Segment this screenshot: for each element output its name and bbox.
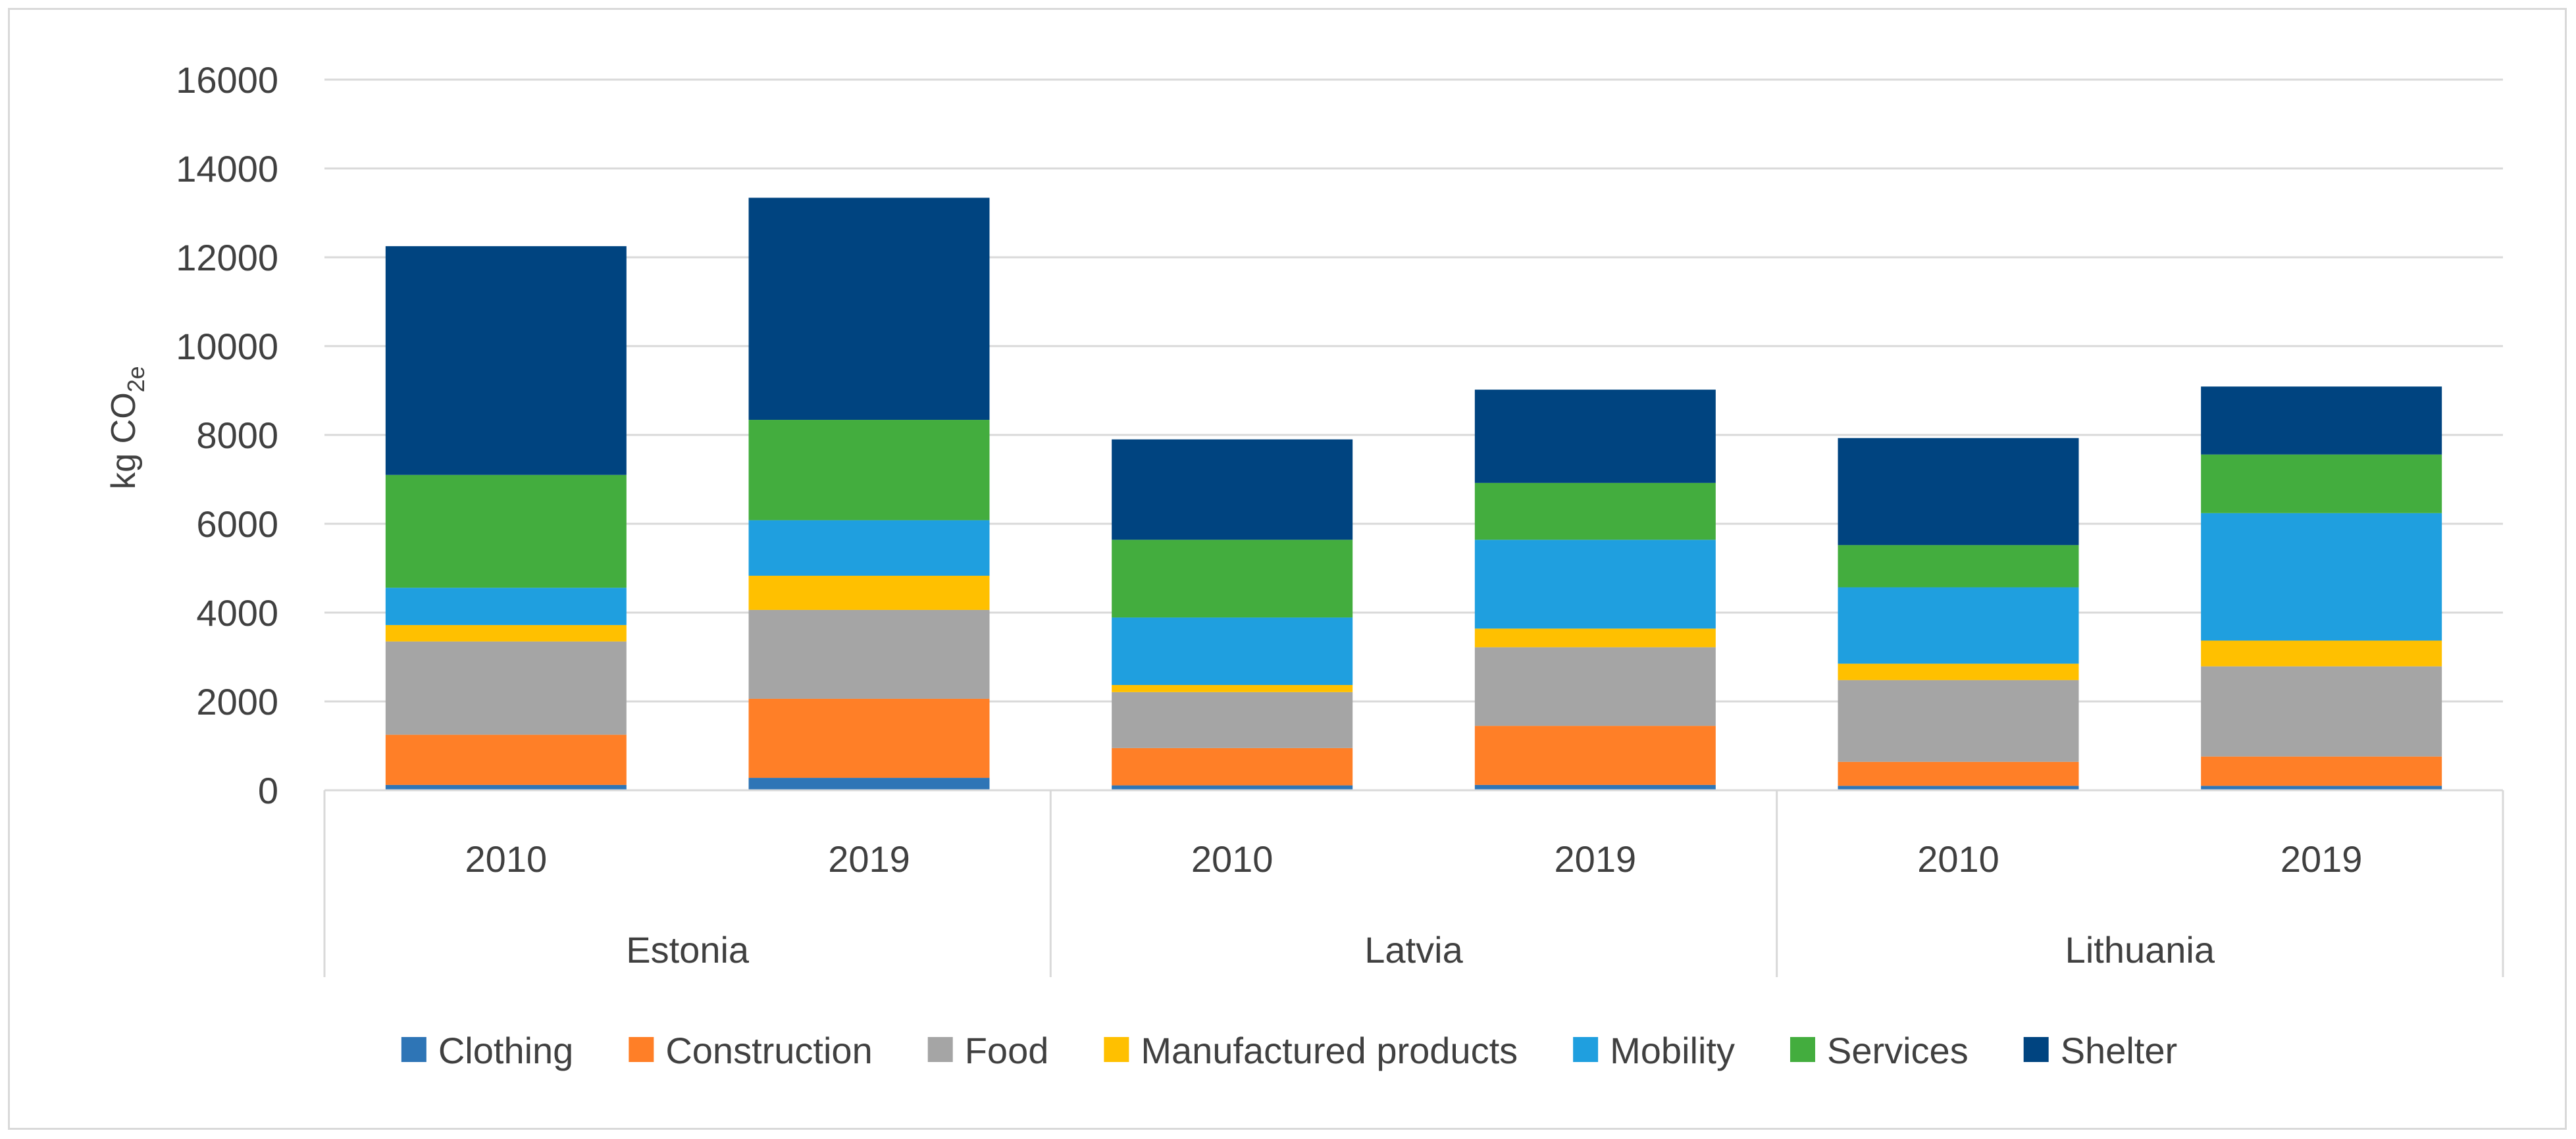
bar-segment-shelter xyxy=(748,197,990,420)
y-tick-label: 10000 xyxy=(176,326,278,367)
bar-segment-mobility xyxy=(1838,587,2079,664)
bar-segment-shelter xyxy=(1838,438,2079,545)
x-group-label: Estonia xyxy=(626,929,750,971)
legend-label: Construction xyxy=(665,1030,872,1071)
legend-label: Manufactured products xyxy=(1141,1030,1518,1071)
y-axis-ticks: 0 2000 4000 6000 8000 10000 12000 14000 16000 xyxy=(176,59,278,811)
bar-segment-mobility xyxy=(748,520,990,576)
legend-label: Shelter xyxy=(2061,1030,2177,1071)
bar-segment-manufactured-products xyxy=(2201,640,2442,667)
y-axis-title-sub: 2e xyxy=(122,366,149,392)
legend-swatch xyxy=(1790,1037,1815,1062)
x-tick-label-year: 2010 xyxy=(1191,838,1274,880)
bar-segment-services xyxy=(1474,482,1716,540)
bar-segment-shelter xyxy=(2201,386,2442,455)
legend-item-clothing: Clothing xyxy=(401,1030,573,1071)
legend-item-construction: Construction xyxy=(629,1030,873,1071)
legend-swatch xyxy=(927,1037,953,1062)
x-axis: 2010 2019 Estonia 2010 2019 Latvia 2010 2019 Lit… xyxy=(323,789,2504,977)
legend-label: Food xyxy=(965,1030,1049,1071)
bar-segment-construction xyxy=(1474,726,1716,785)
bar-segment-mobility xyxy=(1474,540,1716,629)
bar-segment-construction xyxy=(748,698,990,778)
gridlines xyxy=(324,78,2503,703)
legend-label: Clothing xyxy=(438,1030,573,1071)
y-tick-label: 6000 xyxy=(196,503,278,545)
legend-item-mobility: Mobility xyxy=(1573,1030,1735,1071)
bar-segment-clothing xyxy=(385,784,627,790)
y-axis-title-main: kg CO xyxy=(105,392,143,489)
legend-swatch xyxy=(629,1037,654,1062)
legend-swatch xyxy=(1573,1037,1599,1062)
bar-segment-construction xyxy=(1838,761,2079,786)
bar-segment-food xyxy=(1474,647,1716,726)
legend-item-manufactured-products: Manufactured products xyxy=(1104,1030,1518,1071)
bar-segment-construction xyxy=(1112,747,1353,786)
bar-segment-construction xyxy=(385,734,627,785)
bar-segment-clothing xyxy=(748,778,990,790)
bar-segment-food xyxy=(1838,680,2079,762)
x-tick-label-year: 2019 xyxy=(1555,838,1637,880)
bar-segment-clothing xyxy=(1838,786,2079,790)
bar-segment-food xyxy=(385,641,627,735)
legend-item-shelter: Shelter xyxy=(2023,1030,2177,1071)
x-group-label: Latvia xyxy=(1364,929,1463,971)
y-tick-label: 8000 xyxy=(196,415,278,456)
y-tick-label: 4000 xyxy=(196,592,278,634)
y-axis-title: kg CO2e xyxy=(105,366,149,489)
bar-segment-mobility xyxy=(2201,513,2442,641)
legend-swatch xyxy=(2023,1037,2049,1062)
legend-label: Services xyxy=(1827,1030,1969,1071)
legend-label: Mobility xyxy=(1610,1030,1735,1071)
bar-segment-services xyxy=(1838,545,2079,588)
x-tick-label-year: 2010 xyxy=(1917,838,1999,880)
bar-segment-services xyxy=(1112,540,1353,618)
bar-segment-manufactured-products xyxy=(385,624,627,642)
bar-segment-manufactured-products xyxy=(748,575,990,610)
bar-segment-services xyxy=(385,474,627,588)
bar-segment-services xyxy=(2201,454,2442,513)
y-tick-label: 14000 xyxy=(176,148,278,190)
x-tick-label-year: 2019 xyxy=(828,838,910,880)
bar-segment-food xyxy=(748,609,990,699)
legend-swatch xyxy=(401,1037,426,1062)
bar-segment-services xyxy=(748,420,990,520)
y-tick-label: 2000 xyxy=(196,681,278,722)
x-tick-label-year: 2010 xyxy=(465,838,548,880)
bars xyxy=(385,197,2442,790)
bar-segment-food xyxy=(2201,666,2442,757)
x-group-label: Lithuania xyxy=(2065,929,2215,971)
legend-item-services: Services xyxy=(1790,1030,1969,1071)
y-tick-label: 12000 xyxy=(176,237,278,278)
bar-segment-construction xyxy=(2201,756,2442,786)
legend-swatch xyxy=(1104,1037,1129,1062)
y-tick-label: 0 xyxy=(258,770,278,811)
bar-segment-shelter xyxy=(385,246,627,475)
legend: Clothing Construction Food Manufactured pro… xyxy=(401,1030,2177,1071)
bar-segment-manufactured-products xyxy=(1474,628,1716,647)
bar-segment-clothing xyxy=(1474,784,1716,790)
y-tick-label: 16000 xyxy=(176,59,278,101)
bar-segment-clothing xyxy=(1112,785,1353,790)
bar-segment-mobility xyxy=(385,588,627,625)
bar-segment-shelter xyxy=(1474,390,1716,483)
x-tick-label-year: 2019 xyxy=(2280,838,2363,880)
legend-item-food: Food xyxy=(927,1030,1049,1071)
bar-segment-mobility xyxy=(1112,617,1353,686)
stacked-bar-chart: 0 2000 4000 6000 8000 10000 12000 14000 16000 kg… xyxy=(105,59,2504,1071)
bar-segment-manufactured-products xyxy=(1838,663,2079,680)
bar-segment-food xyxy=(1112,692,1353,748)
chart-frame: 0 2000 4000 6000 8000 10000 12000 14000 16000 kg… xyxy=(8,8,2567,1130)
bar-segment-manufactured-products xyxy=(1112,685,1353,692)
bar-segment-clothing xyxy=(2201,786,2442,790)
bar-segment-shelter xyxy=(1112,439,1353,540)
